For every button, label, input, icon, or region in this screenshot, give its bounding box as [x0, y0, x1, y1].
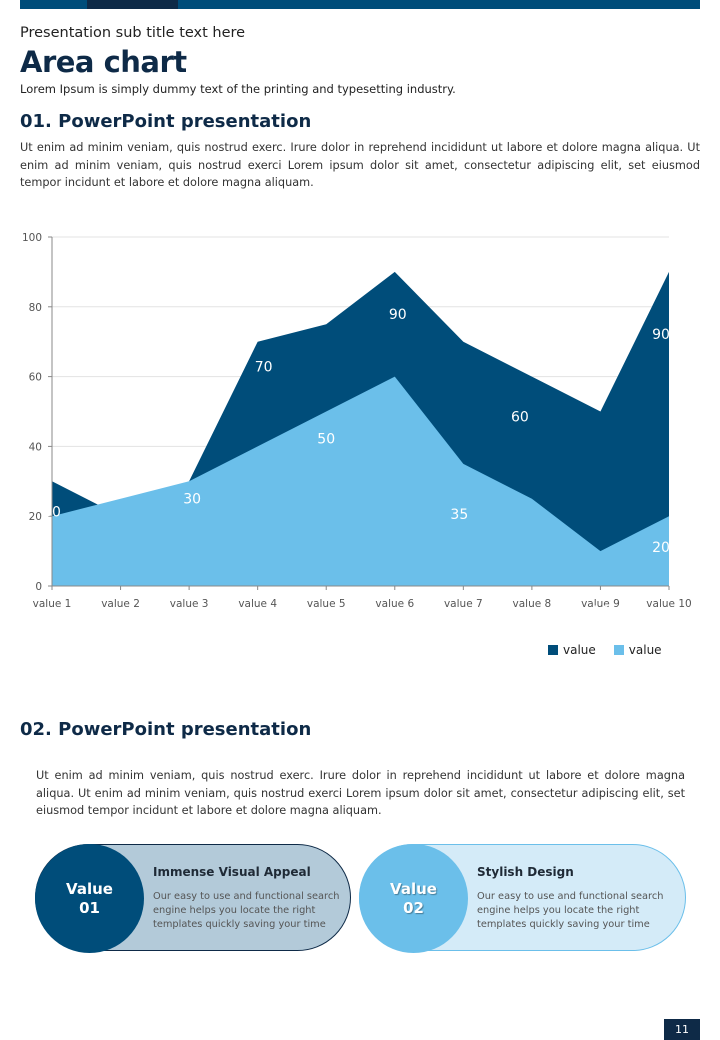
- data-label: 30: [183, 491, 201, 507]
- data-label: 60: [511, 410, 529, 426]
- x-tick-label: value 10: [646, 598, 691, 610]
- y-tick-label: 80: [29, 302, 42, 314]
- data-label: 70: [255, 360, 273, 376]
- data-label: 90: [389, 307, 407, 323]
- page-tagline: Lorem Ipsum is simply dummy text of the …: [20, 82, 456, 96]
- value-card-2: Value 02 Stylish Design Our easy to use …: [359, 844, 686, 953]
- x-tick-label: value 4: [238, 598, 277, 610]
- section-1-heading: 01. PowerPoint presentation: [20, 111, 312, 132]
- value-badge-number: 01: [79, 898, 100, 917]
- section-2-heading: 02. PowerPoint presentation: [20, 719, 312, 740]
- value-badge-1: Value 01: [35, 844, 144, 953]
- x-tick-label: value 7: [444, 598, 483, 610]
- x-tick-label: value 9: [581, 598, 620, 610]
- x-tick-label: value 5: [307, 598, 346, 610]
- value-card-description: Our easy to use and functional search en…: [477, 891, 664, 930]
- data-label: 50: [317, 432, 335, 448]
- data-label: 20: [652, 540, 670, 556]
- area-chart: 0 20 40 60 80 100 value 1 value 2 value 3 value 4…: [22, 232, 692, 620]
- legend-label: value: [628, 643, 662, 657]
- data-label: 10: [592, 604, 610, 620]
- x-tick-label: value 2: [101, 598, 140, 610]
- legend-item-series-1: value: [548, 643, 596, 657]
- top-accent-bar: [20, 0, 700, 9]
- top-accent-segment: [87, 0, 178, 9]
- legend-item-series-2: value: [613, 643, 662, 657]
- chart-legend: value value: [548, 643, 662, 657]
- y-tick-label: 0: [35, 581, 42, 593]
- x-tick-label: value 6: [375, 598, 414, 610]
- y-tick-label: 40: [29, 441, 42, 453]
- x-tick-label: value 3: [170, 598, 209, 610]
- area-series-2: [52, 376, 669, 586]
- legend-swatch-light: [613, 645, 624, 655]
- value-badge-word: Value: [390, 879, 437, 898]
- value-card-1: Value 01 Immense Visual Appeal Our easy …: [35, 844, 351, 953]
- y-tick-label: 60: [29, 372, 42, 384]
- data-label: 30: [43, 504, 61, 520]
- page-title: Area chart: [20, 45, 187, 79]
- data-label: 35: [450, 507, 468, 523]
- section-2-body: Ut enim ad minim veniam, quis nostrud ex…: [36, 769, 685, 817]
- value-badge-2: Value 02: [359, 844, 468, 953]
- legend-label: value: [563, 643, 596, 657]
- x-tick-label: value 1: [33, 598, 72, 610]
- value-card-title: Stylish Design: [477, 865, 574, 879]
- value-card-title: Immense Visual Appeal: [153, 865, 311, 879]
- value-card-description: Our easy to use and functional search en…: [153, 891, 340, 930]
- data-label: 90: [652, 327, 670, 343]
- x-tick-label: value 8: [513, 598, 552, 610]
- y-tick-label: 20: [29, 511, 42, 523]
- value-badge-number: 02: [403, 898, 424, 917]
- page-number: 11: [664, 1019, 700, 1040]
- section-1-body: Ut enim ad minim veniam, quis nostrud ex…: [20, 141, 700, 189]
- value-badge-word: Value: [66, 879, 113, 898]
- legend-swatch-dark: [548, 645, 558, 655]
- presentation-subtitle: Presentation sub title text here: [20, 25, 246, 41]
- y-tick-label: 100: [22, 232, 42, 244]
